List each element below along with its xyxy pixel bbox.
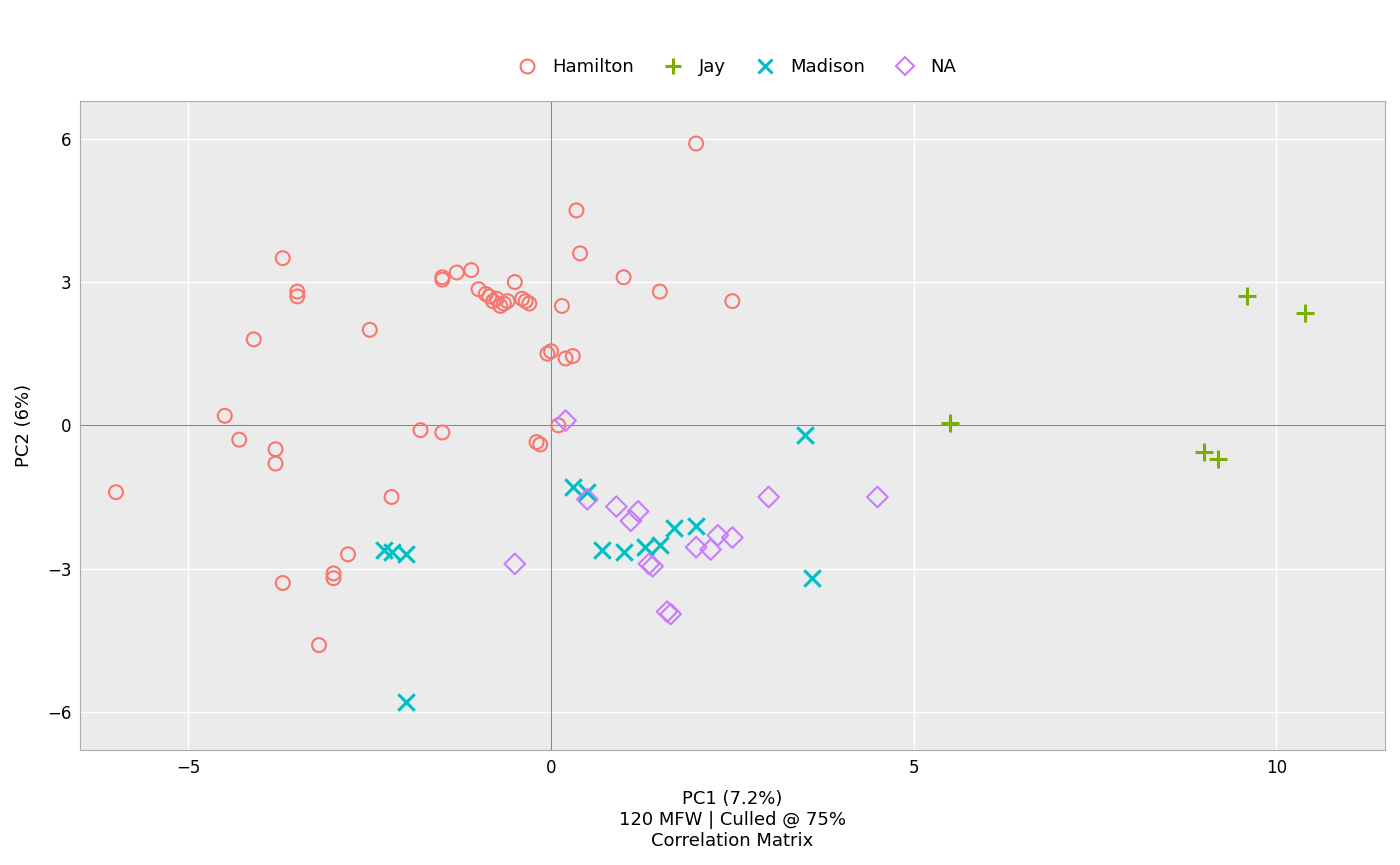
Point	[514, 294, 536, 308]
Point	[322, 571, 344, 585]
Point	[655, 605, 678, 618]
Point	[566, 203, 588, 217]
Point	[707, 529, 729, 542]
Point	[272, 576, 294, 590]
Point	[105, 485, 127, 499]
Point	[685, 519, 707, 533]
Point	[395, 548, 417, 561]
Point	[358, 323, 381, 336]
Point	[721, 294, 743, 308]
Point	[228, 432, 251, 446]
Point	[286, 290, 308, 304]
Point	[685, 137, 707, 151]
Point	[475, 287, 497, 301]
Point	[554, 413, 577, 427]
Point	[265, 442, 287, 456]
Point	[337, 548, 360, 561]
Point	[664, 521, 686, 535]
Point	[308, 638, 330, 652]
X-axis label: PC1 (7.2%)
120 MFW | Culled @ 75%
Correlation Matrix: PC1 (7.2%) 120 MFW | Culled @ 75% Correl…	[619, 791, 846, 850]
Point	[489, 299, 511, 313]
Point	[561, 349, 584, 363]
Point	[939, 416, 962, 430]
Point	[518, 297, 540, 311]
Point	[648, 285, 671, 298]
Point	[504, 557, 526, 571]
Point	[431, 272, 454, 286]
Point	[431, 271, 454, 285]
Point	[381, 545, 403, 559]
Point	[641, 560, 664, 573]
Point	[554, 351, 577, 365]
Point	[612, 545, 634, 559]
Point	[659, 607, 682, 621]
Point	[627, 504, 650, 518]
Legend: Hamilton, Jay, Madison, NA: Hamilton, Jay, Madison, NA	[501, 51, 963, 84]
Point	[409, 423, 431, 437]
Point	[372, 542, 395, 556]
Point	[612, 271, 634, 285]
Point	[265, 457, 287, 471]
Point	[525, 435, 547, 449]
Point	[605, 500, 627, 514]
Point	[529, 438, 552, 452]
Point	[685, 541, 707, 554]
Point	[648, 538, 671, 552]
Point	[486, 292, 508, 305]
Point	[634, 541, 657, 554]
Point	[395, 695, 417, 709]
Point	[638, 557, 661, 571]
Point	[568, 247, 591, 260]
Point	[1236, 290, 1259, 304]
Point	[445, 266, 468, 279]
Point	[591, 542, 613, 556]
Point	[577, 492, 599, 506]
Point	[493, 297, 515, 311]
Point	[431, 426, 454, 439]
Point	[867, 490, 889, 504]
Point	[214, 409, 237, 423]
Point	[497, 294, 519, 308]
Point	[511, 292, 533, 305]
Point	[550, 299, 573, 313]
Point	[620, 514, 643, 528]
Point	[272, 251, 294, 265]
Point	[322, 567, 344, 580]
Y-axis label: PC2 (6%): PC2 (6%)	[15, 384, 34, 467]
Point	[577, 485, 599, 499]
Point	[1294, 306, 1316, 320]
Point	[540, 344, 563, 358]
Point	[504, 275, 526, 289]
Point	[1207, 452, 1229, 465]
Point	[461, 263, 483, 277]
Point	[1193, 445, 1215, 458]
Point	[721, 531, 743, 545]
Point	[286, 285, 308, 298]
Point	[561, 481, 584, 495]
Point	[757, 490, 780, 504]
Point	[547, 419, 570, 432]
Point	[468, 282, 490, 296]
Point	[482, 294, 504, 308]
Point	[242, 332, 265, 346]
Point	[794, 428, 816, 442]
Point	[479, 290, 501, 304]
Point	[700, 542, 722, 556]
Point	[536, 347, 559, 361]
Point	[381, 490, 403, 504]
Point	[801, 571, 823, 585]
